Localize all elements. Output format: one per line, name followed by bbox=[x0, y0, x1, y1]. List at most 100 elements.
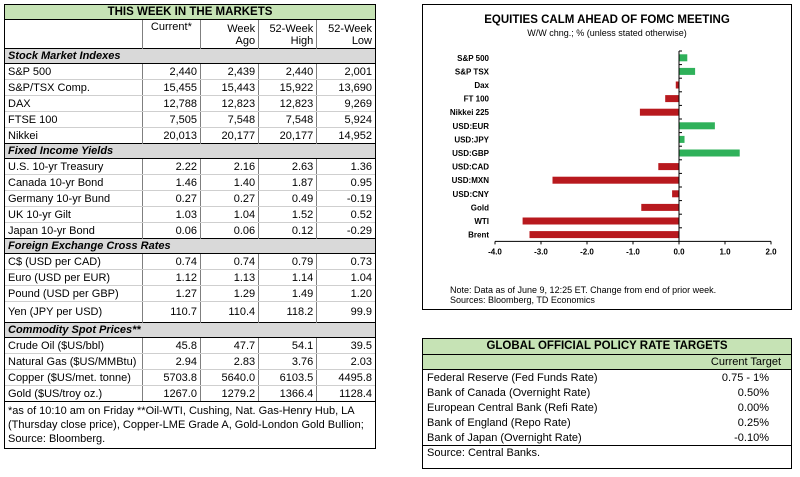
chart-category-label: USD:MXN bbox=[452, 176, 490, 185]
chart-bar bbox=[639, 108, 679, 116]
policy-row: Bank of Japan (Overnight Rate) -0.10% bbox=[423, 430, 791, 445]
row-value: 47.7 bbox=[199, 337, 259, 354]
equities-chart: EQUITIES CALM AHEAD OF FOMC MEETING W/W c… bbox=[422, 4, 792, 310]
row-value: 1267.0 bbox=[141, 385, 201, 401]
col-header-week-ago: Week Ago bbox=[199, 19, 259, 49]
row-value: 118.2 bbox=[258, 301, 317, 323]
row-value: 1.12 bbox=[141, 269, 201, 286]
row-value: 1.14 bbox=[258, 269, 317, 286]
col-header-52wk-high: 52-Week High bbox=[258, 19, 317, 49]
row-value: 2.03 bbox=[316, 353, 375, 370]
row-value: 1.36 bbox=[316, 158, 375, 175]
chart-bar bbox=[552, 176, 679, 184]
chart-x-tick-label: -1.0 bbox=[626, 247, 640, 256]
chart-category-label: USD:GBP bbox=[452, 149, 490, 158]
table-row: Copper ($US/met. tonne) 5703.8 5640.0 6103.… bbox=[5, 369, 375, 386]
row-value: 13,690 bbox=[316, 79, 375, 96]
markets-footnote: *as of 10:10 am on Friday **Oil-WTI, Cus… bbox=[5, 401, 375, 448]
table-row: Germany 10-yr Bund 0.27 0.27 0.49 -0.19 bbox=[5, 190, 375, 207]
row-value: 6103.5 bbox=[258, 369, 317, 386]
chart-bar bbox=[679, 54, 688, 62]
row-value: 20,177 bbox=[258, 127, 317, 144]
row-label: UK 10-yr Gilt bbox=[5, 206, 143, 223]
chart-category-label: USD:CNY bbox=[453, 190, 490, 199]
row-value: 0.52 bbox=[316, 206, 375, 223]
row-value: 14,952 bbox=[316, 127, 375, 144]
chart-bar bbox=[522, 217, 679, 225]
table-row: U.S. 10-yr Treasury 2.22 2.16 2.63 1.36 bbox=[5, 158, 375, 175]
row-value: 1.29 bbox=[199, 285, 259, 302]
row-value: 0.12 bbox=[258, 222, 317, 239]
table-row: FTSE 100 7,505 7,548 7,548 5,924 bbox=[5, 111, 375, 128]
row-label: Pound (USD per GBP) bbox=[5, 285, 143, 302]
row-value: 0.73 bbox=[316, 253, 375, 270]
section-title: Commodity Spot Prices** bbox=[5, 322, 375, 338]
row-value: 2,440 bbox=[258, 63, 317, 80]
row-label: U.S. 10-yr Treasury bbox=[5, 158, 143, 175]
col-header-52wk-high-line-1: 52-Week bbox=[269, 22, 314, 35]
row-value: 1.27 bbox=[141, 285, 201, 302]
row-value: 12,823 bbox=[258, 95, 317, 112]
chart-bar bbox=[679, 122, 715, 130]
row-value: 1.04 bbox=[316, 269, 375, 286]
chart-category-label: USD:EUR bbox=[453, 122, 490, 131]
chart-bar bbox=[679, 135, 685, 143]
row-value: 20,177 bbox=[199, 127, 259, 144]
row-value: 0.06 bbox=[199, 222, 259, 239]
table-row: Pound (USD per GBP) 1.27 1.29 1.49 1.20 bbox=[5, 285, 375, 302]
chart-category-label: Dax bbox=[474, 81, 489, 90]
row-value: -0.29 bbox=[316, 222, 375, 239]
chart-bar bbox=[658, 163, 679, 171]
chart-category-label: S&P TSX bbox=[455, 67, 490, 76]
row-value: -0.19 bbox=[316, 190, 375, 207]
policy-source: Source: Central Banks. bbox=[423, 445, 791, 460]
row-value: 0.74 bbox=[199, 253, 259, 270]
row-value: 1128.4 bbox=[316, 385, 375, 401]
row-value: 2.83 bbox=[199, 353, 259, 370]
row-label: DAX bbox=[5, 95, 143, 112]
row-value: 7,548 bbox=[258, 111, 317, 128]
table-row: Yen (JPY per USD) 110.7 110.4 118.2 99.9 bbox=[5, 301, 375, 323]
row-value: 1.03 bbox=[141, 206, 201, 223]
row-value: 1.49 bbox=[258, 285, 317, 302]
chart-category-label: USD:CAD bbox=[452, 163, 489, 172]
col-header-week-ago-line-2: Ago bbox=[235, 34, 256, 47]
section-title: Stock Market Indexes bbox=[5, 48, 375, 64]
row-value: 4495.8 bbox=[316, 369, 375, 386]
row-value: 110.4 bbox=[199, 301, 259, 323]
policy-rate: 0.25% bbox=[737, 416, 769, 429]
col-header-52wk-low-line-1: 52-Week bbox=[328, 22, 372, 35]
row-value: 1.40 bbox=[199, 174, 259, 191]
row-value: 15,443 bbox=[199, 79, 259, 96]
chart-x-tick-label: -4.0 bbox=[488, 247, 502, 256]
row-label: Yen (JPY per USD) bbox=[8, 306, 103, 318]
chart-bar bbox=[675, 81, 679, 89]
row-value: 1.20 bbox=[316, 285, 375, 302]
row-value: 12,788 bbox=[141, 95, 201, 112]
policy-rates-table: GLOBAL OFFICIAL POLICY RATE TARGETS Curr… bbox=[422, 338, 792, 469]
section-header: Foreign Exchange Cross Rates bbox=[5, 238, 375, 254]
col-header-52wk-low: 52-Week Low bbox=[316, 19, 375, 49]
row-value: 20,013 bbox=[141, 127, 201, 144]
row-value: 1.87 bbox=[258, 174, 317, 191]
row-value: 39.5 bbox=[316, 337, 375, 354]
markets-title: THIS WEEK IN THE MARKETS bbox=[5, 5, 375, 20]
row-value: 2.22 bbox=[141, 158, 201, 175]
row-label: C$ (USD per CAD) bbox=[5, 253, 143, 270]
policy-row: Federal Reserve (Fed Funds Rate) 0.75 - 1… bbox=[423, 370, 791, 385]
row-value: 0.49 bbox=[258, 190, 317, 207]
row-label: Japan 10-yr Bond bbox=[8, 224, 95, 237]
chart-category-label: Gold bbox=[471, 203, 489, 212]
markets-table: THIS WEEK IN THE MARKETS Current* Week Ag… bbox=[4, 4, 376, 449]
row-value: 1279.2 bbox=[199, 385, 259, 401]
row-label: Nikkei bbox=[8, 129, 38, 142]
row-value: 7,505 bbox=[141, 111, 201, 128]
row-value: 110.7 bbox=[141, 301, 201, 323]
row-label: Euro (USD per EUR) bbox=[5, 269, 143, 286]
chart-x-tick-label: 0.0 bbox=[673, 247, 685, 256]
chart-category-label: S&P 500 bbox=[457, 54, 489, 63]
chart-notes: Note: Data as of June 9, 12:25 ET. Chang… bbox=[450, 285, 716, 305]
row-value: 15,455 bbox=[141, 79, 201, 96]
table-row: C$ (USD per CAD) 0.74 0.74 0.79 0.73 bbox=[5, 253, 375, 270]
chart-x-tick-label: -3.0 bbox=[534, 247, 548, 256]
